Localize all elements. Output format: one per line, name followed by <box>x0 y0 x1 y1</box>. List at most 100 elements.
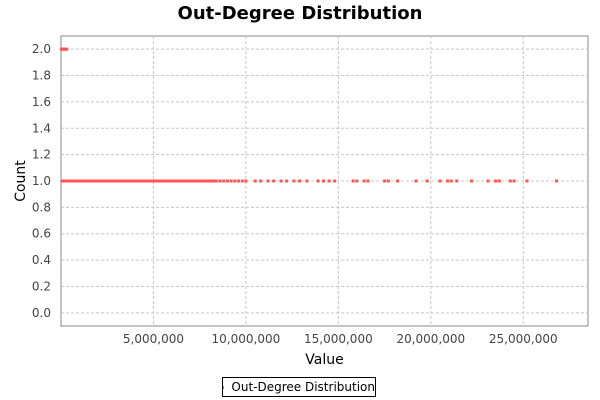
data-point <box>65 47 69 51</box>
data-point <box>396 179 400 183</box>
data-point <box>333 179 337 183</box>
data-point <box>425 179 429 183</box>
data-point <box>508 179 512 183</box>
data-point <box>126 179 130 183</box>
y-tick-label: 0.6 <box>32 227 51 241</box>
y-tick-label: 1.6 <box>32 95 51 109</box>
y-tick-label: 0.4 <box>32 253 51 267</box>
data-point <box>272 179 276 183</box>
data-point <box>229 179 233 183</box>
data-point <box>142 179 146 183</box>
x-tick-label: 5,000,000 <box>123 332 184 346</box>
y-tick-label: 1.0 <box>32 174 51 188</box>
data-point <box>192 179 196 183</box>
y-tick-labels: 0.0 0.2 0.4 0.6 0.8 1.0 1.2 1.4 1.6 1.8 2.0 <box>32 42 51 320</box>
data-point <box>327 179 331 183</box>
data-point <box>120 179 124 183</box>
data-point <box>237 179 241 183</box>
data-point <box>512 179 516 183</box>
x-axis-label: Value <box>305 352 343 368</box>
data-point <box>109 179 113 183</box>
data-point <box>449 179 453 183</box>
data-point <box>555 179 559 183</box>
data-point <box>266 179 270 183</box>
x-tick-label: 15,000,000 <box>304 332 373 346</box>
data-point <box>497 179 501 183</box>
data-point <box>525 179 529 183</box>
data-point <box>187 179 191 183</box>
data-point <box>470 179 474 183</box>
data-point <box>253 179 257 183</box>
data-point <box>298 179 302 183</box>
data-point <box>70 179 74 183</box>
data-point <box>114 179 118 183</box>
data-point <box>164 179 168 183</box>
data-point <box>305 179 309 183</box>
data-point <box>60 179 64 183</box>
y-tick-label: 2.0 <box>32 42 51 56</box>
y-tick-label: 1.2 <box>32 148 51 162</box>
data-point <box>362 179 366 183</box>
data-point <box>159 179 163 183</box>
x-tick-label: 25,000,000 <box>489 332 558 346</box>
y-tick-label: 0.0 <box>32 306 51 320</box>
data-point <box>87 179 91 183</box>
legend-label: Out-Degree Distribution <box>231 380 375 394</box>
data-point <box>65 179 69 183</box>
data-point <box>81 179 85 183</box>
data-point <box>61 47 65 51</box>
y-tick-label: 0.8 <box>32 200 51 214</box>
chart-title: Out-Degree Distribution <box>177 3 423 24</box>
data-point <box>279 179 283 183</box>
data-point <box>214 179 218 183</box>
data-point <box>203 179 207 183</box>
data-point <box>322 179 326 183</box>
data-point <box>218 179 222 183</box>
data-point <box>181 179 185 183</box>
data-point <box>98 179 102 183</box>
data-point <box>414 179 418 183</box>
data-point <box>209 179 213 183</box>
y-tick-label: 0.2 <box>32 279 51 293</box>
data-point <box>222 179 226 183</box>
data-point <box>175 179 179 183</box>
data-point <box>292 179 296 183</box>
data-point <box>455 179 459 183</box>
y-axis-label: Count <box>13 160 29 202</box>
data-point <box>316 179 320 183</box>
data-point <box>137 179 141 183</box>
data-point <box>76 179 80 183</box>
data-point <box>351 179 355 183</box>
data-point <box>383 179 387 183</box>
data-point <box>148 179 152 183</box>
data-point <box>240 179 244 183</box>
data-point <box>285 179 289 183</box>
data-points <box>59 47 559 183</box>
data-point <box>103 179 107 183</box>
x-tick-label: 20,000,000 <box>396 332 465 346</box>
data-point <box>198 179 202 183</box>
data-point <box>63 47 67 51</box>
data-point <box>438 179 442 183</box>
data-point <box>153 179 157 183</box>
data-point <box>233 179 237 183</box>
data-point <box>494 179 498 183</box>
y-tick-label: 1.8 <box>32 69 51 83</box>
data-point <box>225 179 229 183</box>
grid-lines <box>61 36 588 326</box>
legend: Out-Degree Distribution <box>222 377 376 397</box>
x-tick-label: 10,000,000 <box>212 332 281 346</box>
data-point <box>355 179 359 183</box>
y-tick-label: 1.4 <box>32 121 51 135</box>
data-point <box>244 179 248 183</box>
data-point <box>92 179 96 183</box>
data-point <box>131 179 135 183</box>
data-point <box>445 179 449 183</box>
data-point <box>486 179 490 183</box>
data-point <box>259 179 263 183</box>
data-point <box>366 179 370 183</box>
data-point <box>386 179 390 183</box>
x-tick-labels: 5,000,000 10,000,000 15,000,000 20,000,000 2… <box>123 332 558 346</box>
data-point <box>170 179 174 183</box>
